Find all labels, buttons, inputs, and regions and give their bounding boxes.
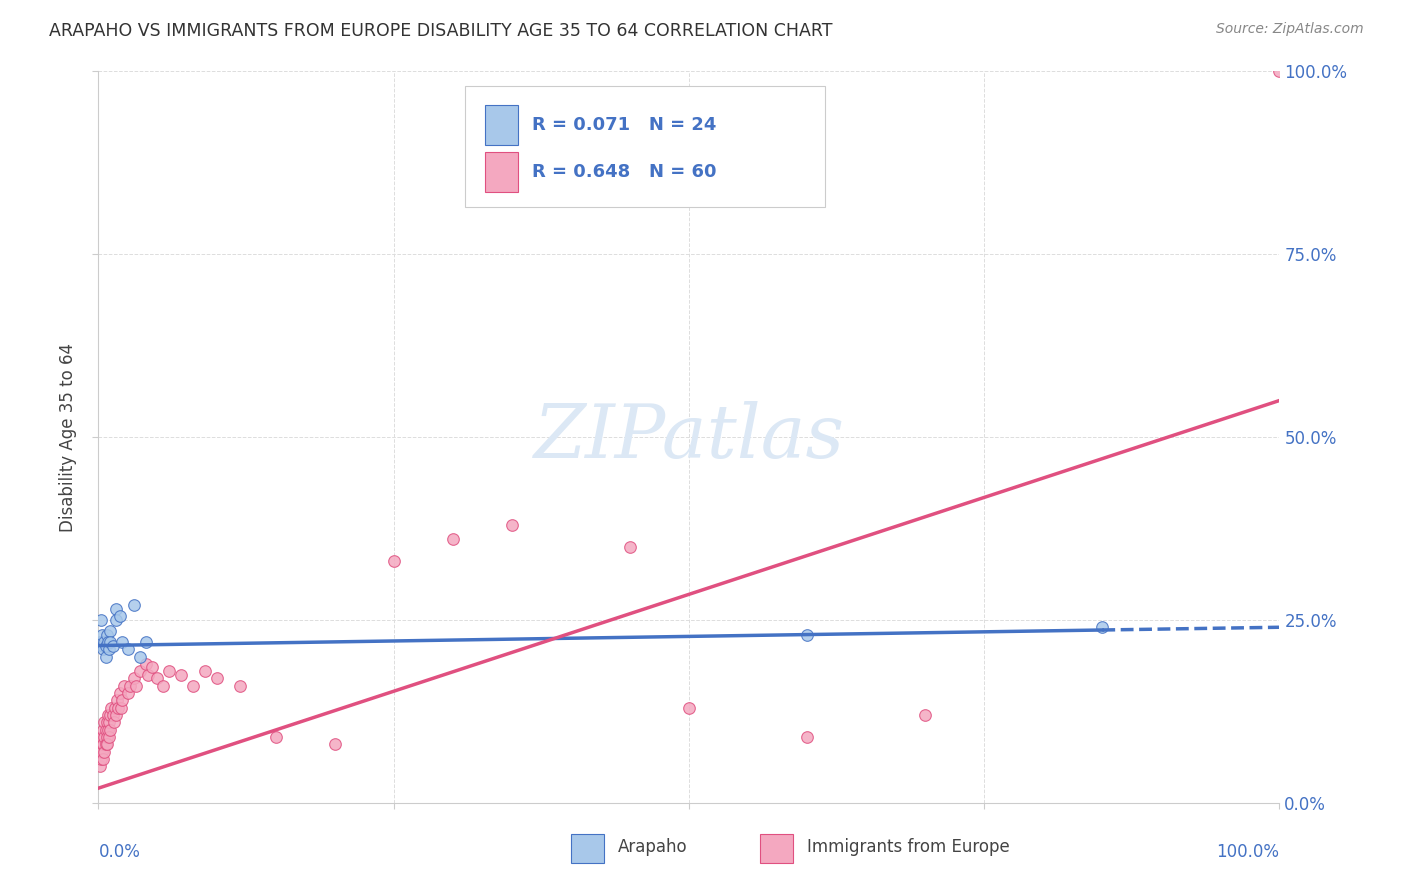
Point — [90, 737, 112, 751]
Point — [93, 745, 115, 759]
Point — [101, 639, 124, 653]
Point — [914, 708, 936, 723]
Point — [93, 730, 115, 744]
Point — [229, 679, 252, 693]
Point — [105, 708, 128, 723]
Point — [98, 635, 121, 649]
Point — [94, 649, 117, 664]
Point — [91, 627, 114, 641]
Point — [96, 627, 118, 641]
Point — [89, 635, 111, 649]
Point — [89, 759, 111, 773]
Y-axis label: Disability Age 35 to 64: Disability Age 35 to 64 — [59, 343, 77, 532]
Text: 0.0%: 0.0% — [98, 843, 141, 861]
Point — [170, 667, 193, 681]
Point — [93, 635, 115, 649]
Point — [128, 664, 150, 678]
Point — [90, 752, 112, 766]
Point — [98, 723, 121, 737]
Point — [135, 657, 157, 671]
Point — [100, 700, 122, 714]
Bar — [485, 104, 517, 145]
Text: R = 0.071   N = 24: R = 0.071 N = 24 — [531, 116, 716, 134]
Point — [128, 649, 150, 664]
Bar — [759, 833, 793, 863]
Point — [93, 715, 115, 730]
Point — [146, 672, 169, 686]
Point — [97, 723, 120, 737]
Text: Source: ZipAtlas.com: Source: ZipAtlas.com — [1216, 22, 1364, 37]
Point — [105, 693, 128, 707]
Point — [94, 723, 117, 737]
Point — [91, 730, 114, 744]
Point — [107, 700, 129, 714]
Point — [205, 672, 228, 686]
Point — [91, 745, 114, 759]
Text: Immigrants from Europe: Immigrants from Europe — [807, 838, 1010, 855]
Point — [264, 730, 287, 744]
Point — [194, 664, 217, 678]
Point — [141, 660, 163, 674]
Point — [678, 700, 700, 714]
Point — [98, 708, 121, 723]
Point — [796, 730, 818, 744]
Point — [181, 679, 204, 693]
Point — [796, 627, 818, 641]
Text: ZIPatlas: ZIPatlas — [533, 401, 845, 474]
Point — [89, 745, 111, 759]
Point — [104, 700, 127, 714]
Point — [105, 613, 128, 627]
Point — [96, 737, 118, 751]
Text: R = 0.648   N = 60: R = 0.648 N = 60 — [531, 163, 717, 181]
Point — [157, 664, 180, 678]
Point — [90, 613, 112, 627]
Point — [91, 723, 114, 737]
FancyBboxPatch shape — [464, 86, 825, 207]
Point — [98, 730, 121, 744]
Bar — [485, 153, 517, 193]
Point — [117, 686, 139, 700]
Point — [103, 715, 125, 730]
Point — [122, 599, 145, 613]
Point — [120, 679, 142, 693]
Point — [1268, 64, 1291, 78]
Point — [619, 540, 641, 554]
Point — [105, 602, 128, 616]
Point — [110, 700, 132, 714]
Point — [96, 715, 118, 730]
Point — [111, 635, 134, 649]
Point — [111, 693, 134, 707]
Point — [97, 635, 120, 649]
Point — [136, 667, 159, 681]
Point — [91, 737, 114, 751]
Point — [117, 642, 139, 657]
Point — [96, 730, 118, 744]
Point — [94, 639, 117, 653]
Point — [91, 639, 114, 653]
Point — [91, 642, 114, 657]
Point — [97, 708, 120, 723]
Text: 100.0%: 100.0% — [1216, 843, 1279, 861]
Point — [98, 715, 121, 730]
Point — [112, 679, 135, 693]
Point — [382, 554, 405, 568]
Point — [108, 609, 131, 624]
Point — [98, 642, 121, 657]
Point — [441, 533, 464, 547]
Text: Arapaho: Arapaho — [619, 838, 688, 855]
Point — [135, 635, 157, 649]
Point — [94, 737, 117, 751]
Point — [125, 679, 148, 693]
Point — [91, 752, 114, 766]
Point — [501, 517, 523, 532]
Bar — [571, 833, 605, 863]
Point — [323, 737, 346, 751]
Point — [152, 679, 174, 693]
Point — [98, 624, 121, 638]
Point — [108, 686, 131, 700]
Point — [122, 672, 145, 686]
Point — [101, 708, 124, 723]
Text: ARAPAHO VS IMMIGRANTS FROM EUROPE DISABILITY AGE 35 TO 64 CORRELATION CHART: ARAPAHO VS IMMIGRANTS FROM EUROPE DISABI… — [49, 22, 832, 40]
Point — [1091, 620, 1114, 634]
